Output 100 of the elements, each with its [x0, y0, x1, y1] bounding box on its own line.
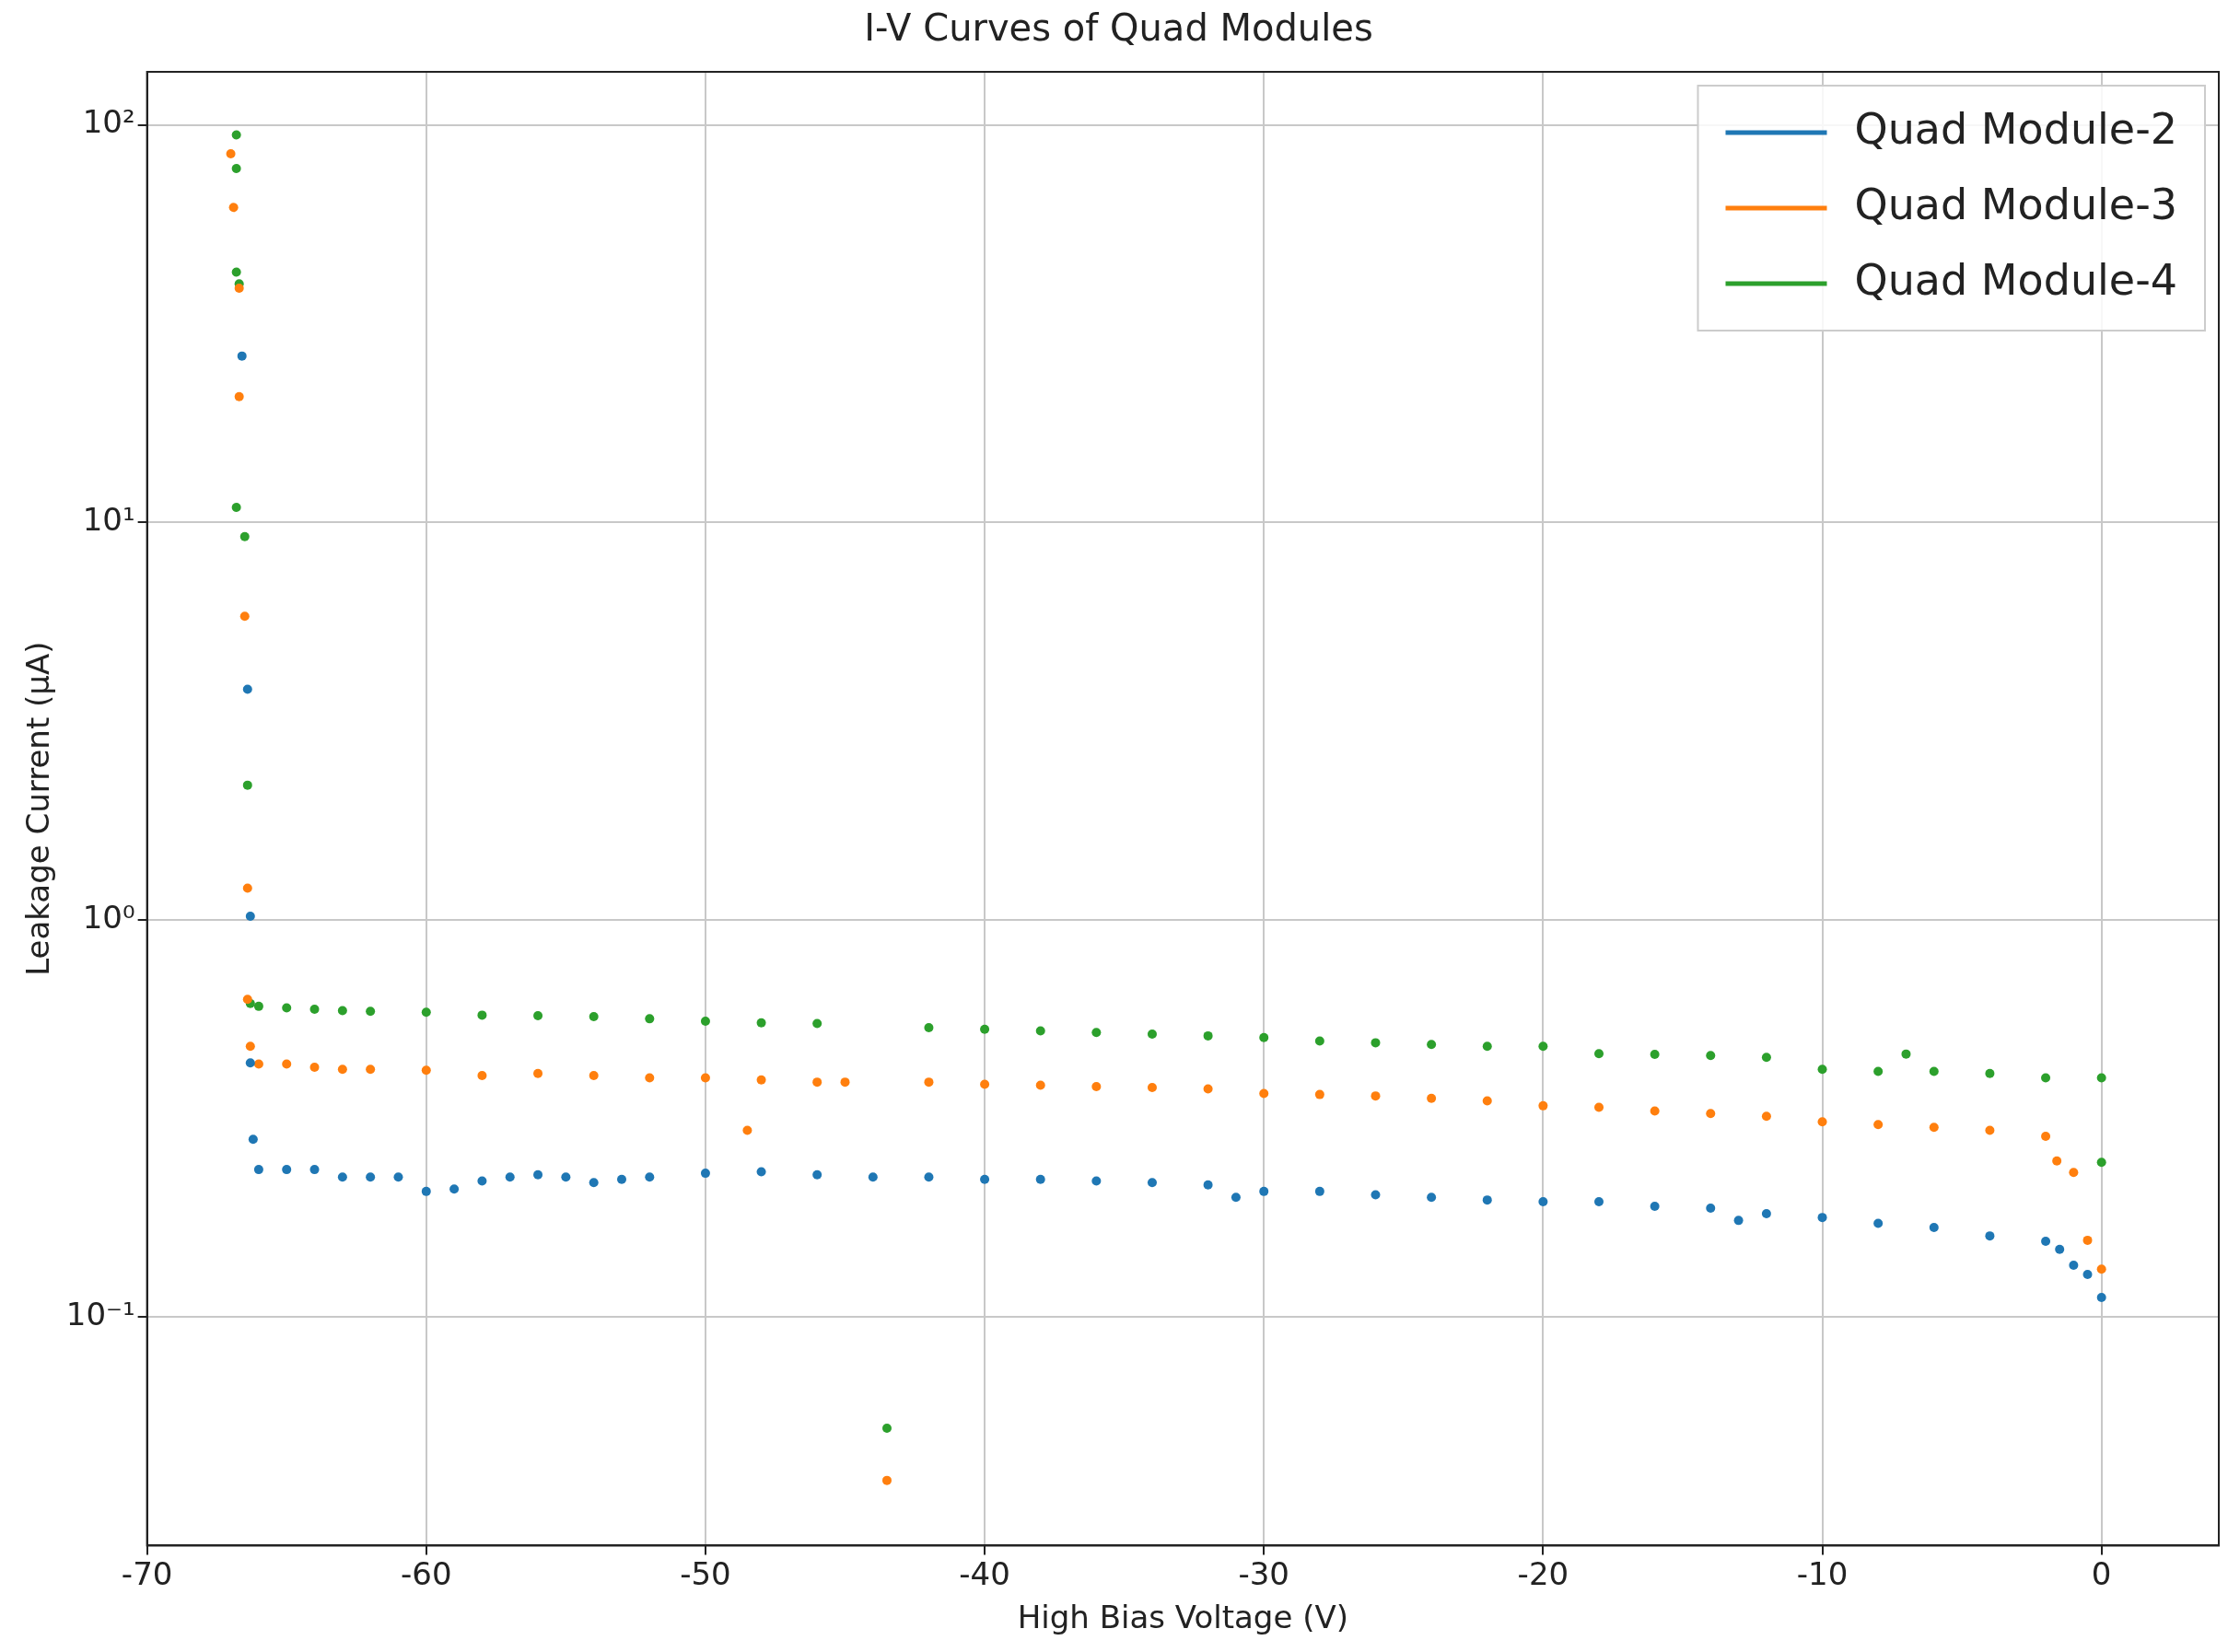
point: [1733, 1216, 1744, 1226]
point: [616, 1174, 626, 1184]
point: [1091, 1176, 1102, 1186]
point: [1035, 1080, 1045, 1090]
point: [231, 503, 241, 513]
point: [589, 1178, 599, 1188]
point: [1203, 1030, 1213, 1041]
point: [1985, 1231, 1995, 1241]
point: [812, 1018, 822, 1029]
point: [234, 284, 244, 294]
x-tick-label: -20: [1517, 1554, 1569, 1592]
point: [1371, 1038, 1381, 1048]
point: [2041, 1237, 2051, 1247]
point: [1650, 1201, 1660, 1211]
point: [1538, 1041, 1548, 1052]
point: [2052, 1156, 2062, 1166]
point: [242, 780, 252, 790]
point: [2055, 1244, 2065, 1254]
point: [366, 1172, 376, 1182]
point: [840, 1077, 850, 1088]
point: [231, 163, 241, 173]
point: [756, 1018, 766, 1028]
point: [533, 1011, 543, 1021]
y-tick-label: 10⁰: [82, 898, 135, 936]
point: [393, 1172, 403, 1182]
y-tick-label: 10¹: [82, 500, 135, 538]
point: [2069, 1168, 2079, 1178]
point: [1482, 1041, 1492, 1052]
point: [234, 391, 244, 401]
point: [239, 531, 250, 541]
point: [309, 1063, 320, 1073]
point: [242, 684, 252, 694]
point: [248, 1134, 258, 1145]
point: [309, 1165, 320, 1175]
point: [742, 1125, 752, 1135]
point: [1427, 1192, 1437, 1203]
point: [1817, 1117, 1827, 1127]
point: [421, 1065, 431, 1076]
point: [980, 1079, 990, 1089]
point: [237, 351, 247, 361]
point: [477, 1010, 487, 1020]
point: [1650, 1106, 1660, 1116]
point: [645, 1172, 655, 1182]
point: [1594, 1049, 1604, 1059]
point: [924, 1022, 934, 1032]
point: [337, 1006, 347, 1016]
point: [533, 1169, 543, 1180]
point: [645, 1014, 655, 1024]
point: [282, 1059, 292, 1069]
x-tick-label: -10: [1796, 1554, 1849, 1592]
x-tick-label: 0: [2091, 1554, 2112, 1592]
x-tick-label: -60: [401, 1554, 452, 1592]
point: [2082, 1269, 2093, 1279]
point: [1314, 1186, 1324, 1196]
point: [1901, 1049, 1911, 1059]
point: [1371, 1190, 1381, 1200]
point: [1371, 1091, 1381, 1101]
point: [449, 1184, 460, 1194]
point: [282, 1003, 292, 1013]
point: [1035, 1174, 1045, 1184]
point: [589, 1071, 599, 1081]
point: [1538, 1197, 1548, 1207]
point: [1203, 1084, 1213, 1094]
point: [1231, 1192, 1241, 1203]
point: [881, 1423, 892, 1433]
point: [924, 1172, 934, 1182]
x-tick-label: -30: [1238, 1554, 1290, 1592]
point: [561, 1172, 571, 1182]
point: [1035, 1026, 1045, 1036]
legend-label: Quad Module-3: [1854, 179, 2178, 229]
point: [2041, 1131, 2051, 1141]
point: [228, 203, 239, 213]
point: [309, 1004, 320, 1014]
point: [1147, 1083, 1157, 1093]
point: [700, 1169, 710, 1179]
y-tick-label: 10⁻¹: [65, 1296, 135, 1333]
point: [1985, 1068, 1995, 1078]
point: [239, 611, 250, 622]
point: [2096, 1292, 2106, 1302]
point: [253, 1001, 263, 1011]
point: [1594, 1197, 1604, 1207]
chart-title: I-V Curves of Quad Modules: [864, 6, 1373, 50]
point: [245, 1058, 255, 1068]
point: [881, 1475, 892, 1485]
x-tick-label: -40: [959, 1554, 1010, 1592]
point: [2069, 1260, 2079, 1270]
point: [1761, 1053, 1771, 1063]
point: [1929, 1066, 1939, 1076]
point: [337, 1064, 347, 1075]
point: [1817, 1213, 1827, 1223]
point: [1314, 1036, 1324, 1046]
point: [253, 1059, 263, 1069]
legend-label: Quad Module-4: [1854, 254, 2178, 305]
x-tick-label: -70: [121, 1554, 173, 1592]
point: [1203, 1180, 1213, 1190]
point: [1259, 1032, 1269, 1042]
point: [756, 1075, 766, 1085]
point: [812, 1169, 822, 1180]
legend-label: Quad Module-2: [1854, 103, 2178, 154]
y-axis-title: Leakage Current (μA): [19, 641, 57, 976]
